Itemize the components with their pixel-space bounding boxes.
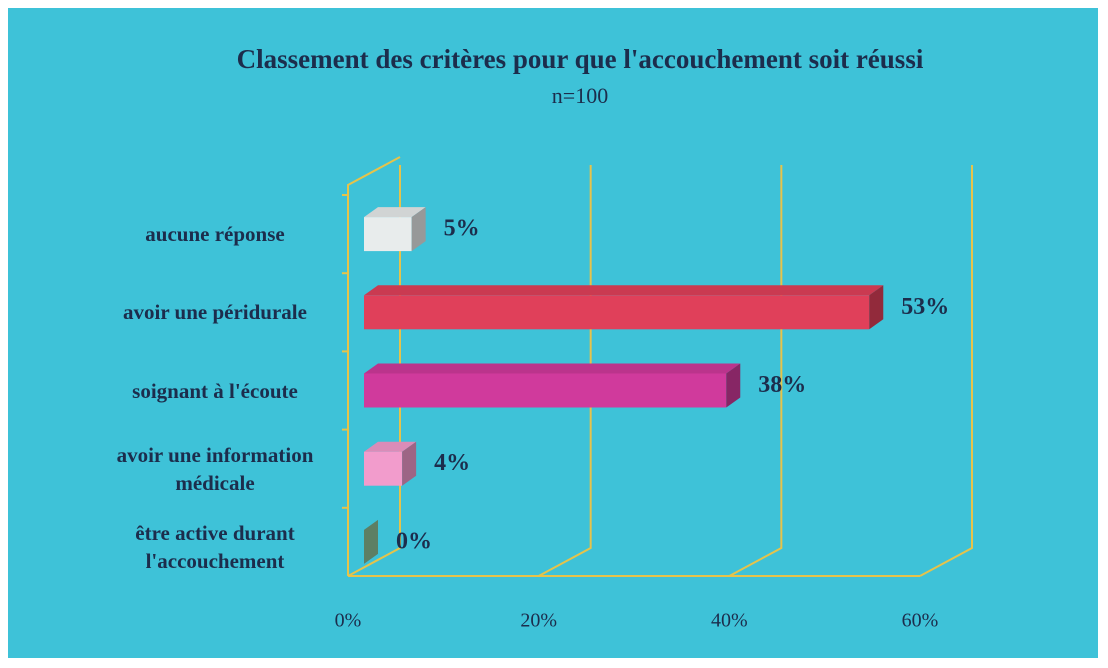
bar-side	[411, 207, 426, 252]
value-label: 38%	[758, 372, 806, 398]
y-tick-label: avoir une information médicale	[116, 442, 314, 495]
bar	[364, 451, 403, 486]
bar-side	[364, 519, 378, 564]
x-tick-label: 0%	[335, 610, 362, 632]
category-label: avoir une péridurale	[123, 300, 307, 325]
value-label: 53%	[901, 294, 949, 320]
bar-top	[364, 207, 426, 218]
chart-subtitle: n=100	[552, 83, 608, 108]
chart-title: Classement des critères pour que l'accou…	[237, 44, 924, 74]
y-tick-label: être active durant l'accouchement	[135, 520, 295, 573]
bar	[364, 295, 870, 330]
y-tick-label: avoir une péridurale	[123, 300, 307, 325]
grid-line	[919, 165, 973, 577]
bar	[364, 373, 727, 408]
value-label: 5%	[444, 216, 480, 242]
bar-side	[402, 441, 417, 486]
bar	[364, 217, 412, 252]
x-tick-label: 20%	[520, 610, 557, 632]
x-tick-label: 40%	[711, 610, 748, 632]
category-label: avoir une information médicale	[116, 442, 314, 495]
bar-side	[869, 285, 884, 330]
bar-top	[364, 441, 417, 452]
y-tick-label: aucune réponse	[145, 222, 285, 247]
value-label: 0%	[396, 528, 432, 554]
bar-top	[364, 363, 741, 374]
x-tick-label: 60%	[902, 610, 939, 632]
value-label: 4%	[434, 450, 470, 476]
bar-side	[726, 363, 741, 408]
bar-top	[364, 285, 884, 296]
category-label: soignant à l'écoute	[132, 378, 298, 403]
category-label: aucune réponse	[145, 222, 285, 247]
category-label: être active durant l'accouchement	[135, 520, 295, 573]
axis-wall	[347, 156, 401, 576]
y-tick-label: soignant à l'écoute	[132, 378, 298, 403]
background	[8, 8, 1098, 658]
